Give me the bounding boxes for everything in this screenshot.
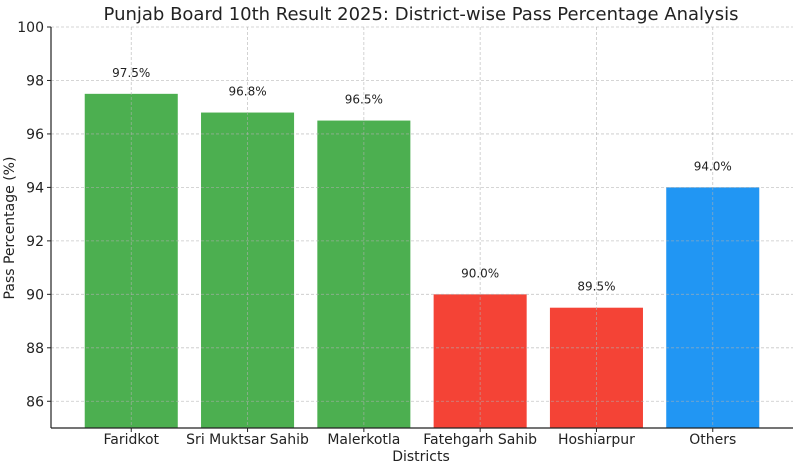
y-axis-label: Pass Percentage (%) — [2, 157, 18, 300]
x-tick-label-2: Malerkotla — [327, 432, 400, 448]
y-tick-label-0: 86 — [26, 394, 44, 410]
bar-3 — [433, 294, 527, 428]
chart-title: Punjab Board 10th Result 2025: District-… — [104, 4, 739, 25]
y-tick-label-1: 88 — [26, 341, 44, 357]
data-label-1: 96.8% — [228, 85, 266, 99]
x-tick-label-4: Hoshiarpur — [558, 432, 635, 448]
bar-1 — [201, 112, 295, 429]
y-tick-label-7: 100 — [17, 20, 44, 36]
x-axis-label: Districts — [392, 449, 450, 465]
y-tick-label-3: 92 — [26, 234, 44, 250]
y-tick-label-6: 98 — [26, 73, 44, 89]
y-tick-label-5: 96 — [26, 127, 44, 143]
x-tick-label-0: Faridkot — [103, 432, 159, 448]
data-label-5: 94.0% — [694, 159, 732, 173]
y-tick-label-4: 94 — [26, 180, 44, 196]
x-tick-label-3: Fatehgarh Sahib — [423, 432, 537, 448]
x-tick-label-5: Others — [689, 432, 736, 448]
data-label-0: 97.5% — [112, 66, 150, 80]
y-tick-label-2: 90 — [26, 287, 44, 303]
x-tick-label-1: Sri Muktsar Sahib — [186, 432, 309, 448]
data-label-2: 96.5% — [345, 93, 383, 107]
data-label-3: 90.0% — [461, 266, 499, 280]
data-label-4: 89.5% — [577, 280, 615, 294]
